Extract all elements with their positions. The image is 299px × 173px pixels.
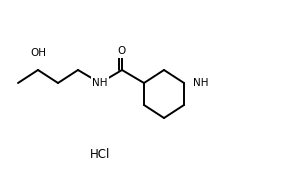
Text: HCl: HCl xyxy=(90,148,110,162)
Text: OH: OH xyxy=(30,48,46,58)
Text: NH: NH xyxy=(92,78,108,88)
Text: O: O xyxy=(118,46,126,56)
Text: NH: NH xyxy=(193,78,208,88)
